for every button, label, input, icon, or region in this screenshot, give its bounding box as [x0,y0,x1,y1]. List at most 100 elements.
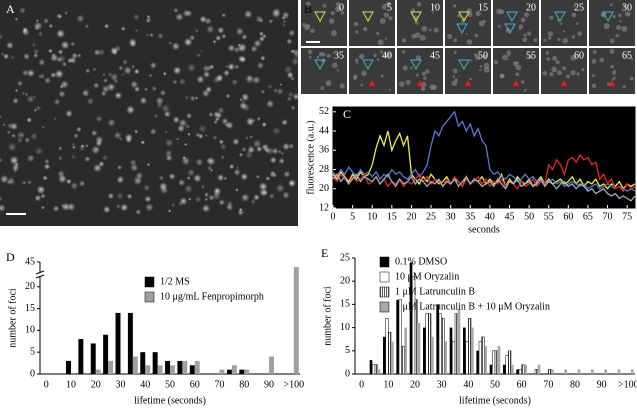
spot [520,80,525,84]
spot [159,89,167,97]
spot [212,192,221,201]
spot [193,174,202,183]
spot [48,23,54,29]
spot [523,33,527,37]
spot [208,112,214,117]
bar [177,360,183,374]
spot [134,28,139,33]
spot [91,129,98,137]
spot [475,11,481,17]
legend-swatch [379,256,390,268]
spot [93,49,101,56]
spot [240,172,249,181]
arrowhead [458,59,470,71]
spot [571,35,576,39]
spot [21,91,26,96]
spot [209,168,214,172]
spot [356,61,359,64]
spot [204,197,208,202]
spot [57,170,65,178]
time-label: 0 [339,2,344,13]
spot [102,73,106,77]
legend-label: 0.1% DMSO [395,256,447,267]
spot [107,118,116,127]
spot [420,86,426,92]
spot [613,76,616,79]
spot [384,37,388,40]
spot [161,104,171,114]
spot [429,84,436,90]
spot [194,28,199,33]
spot [286,71,294,79]
spot [86,97,94,105]
spot [533,37,538,42]
y-tick-label: 20 [25,281,35,292]
spot [245,136,249,140]
y-tick-label: 0 [345,368,350,379]
bar [165,360,170,374]
spot [576,22,579,25]
spot [115,203,122,210]
spot [196,53,201,58]
spot [353,76,358,80]
spot [122,59,129,65]
spot [288,143,295,150]
spot [469,77,472,81]
spot [133,68,140,75]
spot [405,79,411,85]
arrowhead [602,11,614,23]
spot [118,65,124,71]
spot [591,73,595,77]
spot [281,16,286,20]
spot [76,14,85,23]
bar [244,369,250,374]
spot [306,24,311,29]
spot [276,87,284,95]
spot [497,24,501,28]
spot [164,130,168,134]
spot [264,147,270,153]
spot [515,72,520,77]
spot [609,38,615,44]
spot [186,10,193,17]
spot [231,78,239,86]
x-tick-label: 0 [331,211,336,222]
bar [226,369,232,374]
spot [381,5,387,10]
spot [247,146,255,154]
spot [41,205,45,210]
spot [26,117,32,123]
bar [463,327,466,374]
bar [189,365,195,374]
spot [162,71,167,76]
spot [158,175,165,181]
bar [471,327,474,374]
arrowhead [504,23,516,35]
bar [182,360,188,374]
bar [66,360,71,374]
spot [77,53,82,58]
bar [231,365,237,374]
legend-swatch [379,271,390,283]
spot [213,110,220,118]
bar [457,309,461,374]
spot [237,209,245,216]
spot [172,116,180,124]
spot [217,26,225,34]
bar [444,341,447,374]
spot [145,203,154,212]
spot [428,28,432,32]
spot [479,65,483,68]
spot [260,55,266,61]
spot [43,17,50,24]
spot [93,163,102,173]
spot [379,50,384,54]
spot [290,105,296,111]
spot [103,205,111,214]
x-tick-label: 80 [570,379,580,390]
spot [58,90,66,98]
spot [621,25,628,32]
y-tick-label: 36 [319,145,329,156]
spot [227,44,236,52]
time-label: 35 [334,50,344,61]
